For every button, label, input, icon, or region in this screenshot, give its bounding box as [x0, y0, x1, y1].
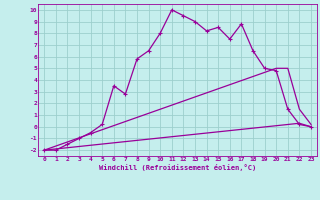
X-axis label: Windchill (Refroidissement éolien,°C): Windchill (Refroidissement éolien,°C) — [99, 164, 256, 171]
